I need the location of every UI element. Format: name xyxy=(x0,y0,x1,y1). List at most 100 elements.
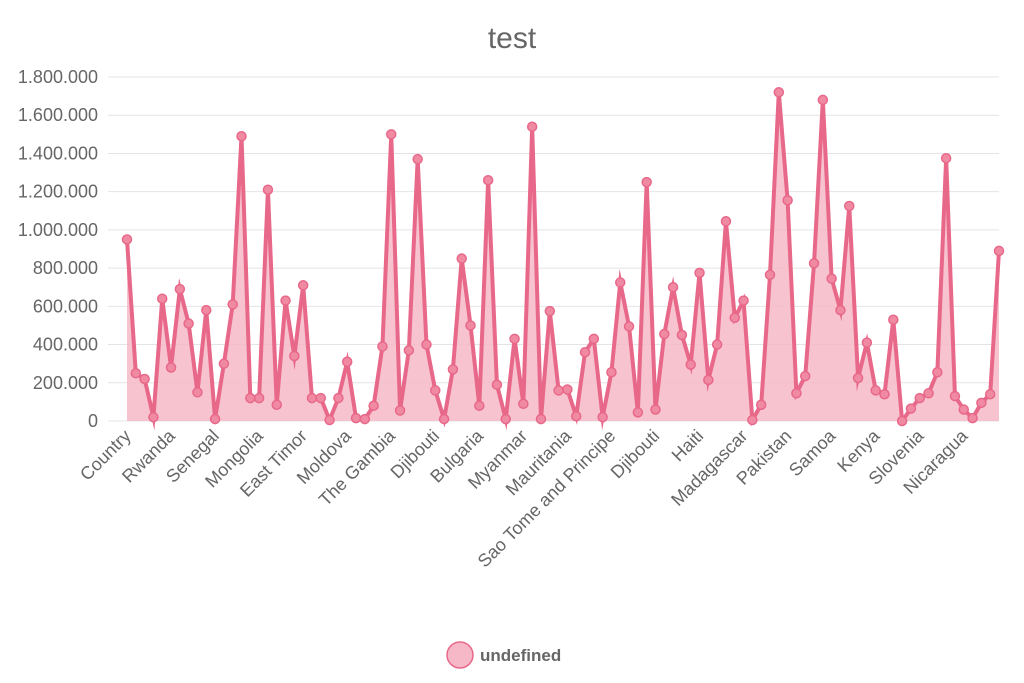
data-point xyxy=(518,398,529,410)
data-point xyxy=(685,359,696,370)
y-tick-label: 1.800.000 xyxy=(18,67,98,87)
data-point xyxy=(888,314,899,325)
data-point xyxy=(447,364,459,375)
data-point xyxy=(377,341,388,352)
data-point xyxy=(333,392,344,404)
data-point xyxy=(817,94,829,106)
data-point xyxy=(341,356,353,368)
data-point xyxy=(958,404,970,415)
data-point xyxy=(535,413,547,425)
data-point xyxy=(421,339,432,350)
data-point xyxy=(606,367,617,378)
data-point xyxy=(544,305,556,317)
data-point xyxy=(659,328,670,340)
y-tick-label: 600.000 xyxy=(33,296,98,316)
data-point xyxy=(623,321,635,332)
data-point xyxy=(509,333,520,345)
data-point xyxy=(641,176,652,188)
x-tick-label: Haiti xyxy=(668,426,708,466)
x-tick-label: Samoa xyxy=(785,425,840,480)
data-point xyxy=(192,387,203,398)
data-point xyxy=(306,392,318,404)
data-point xyxy=(262,184,274,196)
data-point xyxy=(236,130,247,142)
y-tick-label: 400.000 xyxy=(33,335,98,355)
x-tick-label: Djibouti xyxy=(607,426,664,483)
data-point xyxy=(139,373,150,385)
data-point xyxy=(359,413,371,425)
data-point xyxy=(738,295,749,306)
data-point xyxy=(747,414,758,426)
data-point xyxy=(324,414,335,426)
data-point xyxy=(879,388,890,400)
data-point xyxy=(570,410,582,422)
data-point xyxy=(799,370,811,382)
y-tick-label: 1.000.000 xyxy=(18,220,98,240)
y-tick-label: 1.600.000 xyxy=(18,105,98,125)
series-area xyxy=(127,92,999,421)
data-point xyxy=(280,295,291,306)
y-axis-ticks: 0 200.000 400.000 600.000 800.000 1.000.000 1.… xyxy=(18,67,98,431)
data-point xyxy=(209,413,221,425)
data-point xyxy=(597,411,608,423)
data-point xyxy=(905,403,917,414)
data-point xyxy=(245,392,256,404)
data-point xyxy=(782,195,793,206)
data-point xyxy=(870,385,881,396)
y-tick-label: 800.000 xyxy=(33,258,98,278)
legend-label: undefined xyxy=(480,646,561,665)
data-point xyxy=(852,372,864,384)
data-point xyxy=(729,312,741,324)
data-point xyxy=(271,399,282,411)
chart-title: test xyxy=(488,22,537,55)
data-point xyxy=(562,384,573,395)
data-point xyxy=(993,245,1005,257)
data-point xyxy=(430,385,441,396)
y-tick-label: 1.400.000 xyxy=(18,143,98,163)
data-point xyxy=(412,153,423,165)
data-point xyxy=(896,415,908,427)
data-point xyxy=(165,362,177,373)
data-point xyxy=(491,379,503,390)
data-point xyxy=(773,87,785,98)
data-point xyxy=(297,280,309,291)
data-point xyxy=(315,392,327,404)
series-points xyxy=(121,87,1005,427)
data-point xyxy=(350,412,362,424)
data-point xyxy=(456,253,467,264)
data-point xyxy=(940,152,952,164)
data-point xyxy=(632,407,644,418)
legend-swatch xyxy=(446,641,474,669)
data-point xyxy=(553,385,564,396)
data-point xyxy=(976,397,987,409)
data-point xyxy=(403,345,415,356)
data-point xyxy=(861,337,873,348)
data-point xyxy=(121,234,133,245)
data-point xyxy=(949,390,961,402)
data-point xyxy=(579,346,591,358)
data-point xyxy=(526,121,538,132)
data-point xyxy=(500,413,511,425)
data-point xyxy=(914,392,925,404)
data-point xyxy=(289,350,300,362)
legend[interactable]: undefined xyxy=(446,641,561,669)
y-tick-label: 200.000 xyxy=(33,373,98,393)
data-point xyxy=(703,374,714,386)
data-point xyxy=(588,333,600,345)
data-point xyxy=(368,400,379,411)
data-point xyxy=(984,388,996,400)
data-point xyxy=(808,258,820,269)
data-point xyxy=(201,304,212,316)
data-point xyxy=(711,339,723,350)
data-point xyxy=(835,304,846,316)
grid-lines xyxy=(108,76,999,422)
data-point xyxy=(967,412,978,424)
data-point xyxy=(156,293,168,304)
data-point xyxy=(720,216,732,227)
data-point xyxy=(932,367,943,378)
data-point xyxy=(826,273,837,284)
data-point xyxy=(650,404,661,415)
data-point xyxy=(764,269,776,281)
